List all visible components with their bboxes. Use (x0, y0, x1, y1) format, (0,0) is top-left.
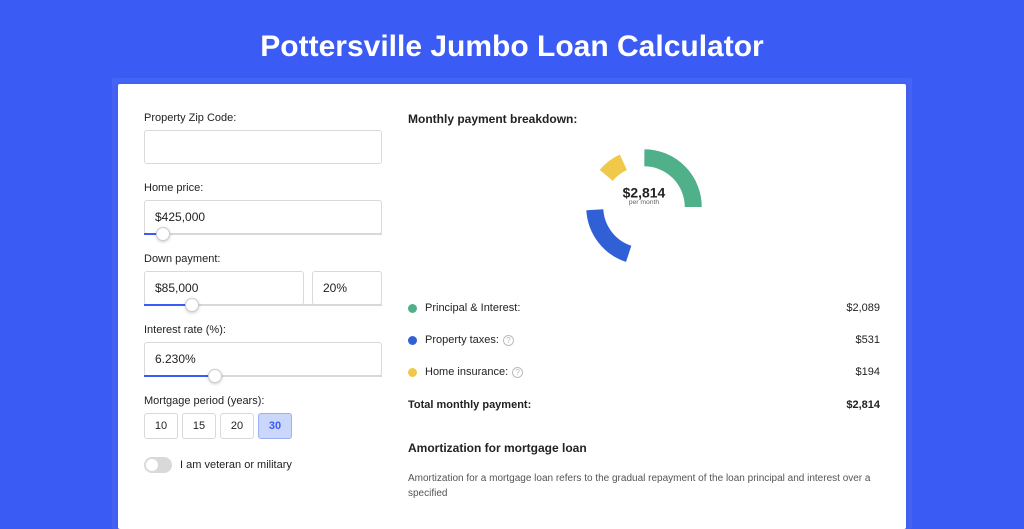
down-payment-slider[interactable] (144, 304, 382, 306)
period-label: Mortgage period (years): (144, 395, 382, 407)
legend-value-ins: $194 (856, 366, 880, 378)
donut-amount: $2,814 (604, 185, 684, 200)
home-price-input[interactable] (144, 200, 382, 234)
total-value: $2,814 (846, 399, 880, 411)
period-button-30[interactable]: 30 (258, 413, 292, 439)
veteran-toggle[interactable] (144, 457, 172, 473)
interest-label: Interest rate (%): (144, 324, 382, 336)
period-button-15[interactable]: 15 (182, 413, 216, 439)
home-price-slider-thumb[interactable] (156, 227, 170, 241)
down-payment-field: Down payment: (144, 253, 382, 306)
total-row: Total monthly payment: $2,814 (408, 388, 880, 421)
zip-field: Property Zip Code: (144, 112, 382, 164)
down-payment-amount-input[interactable] (144, 271, 304, 305)
legend-value-pi: $2,089 (846, 302, 880, 314)
zip-input[interactable] (144, 130, 382, 164)
breakdown-column: Monthly payment breakdown: $2,814 per mo… (408, 112, 880, 501)
legend-dot-pi (408, 304, 417, 313)
donut-chart: $2,814 per month (408, 142, 880, 272)
amortization-desc: Amortization for a mortgage loan refers … (408, 471, 880, 501)
amortization-title: Amortization for mortgage loan (408, 441, 880, 455)
zip-label: Property Zip Code: (144, 112, 382, 124)
interest-input[interactable] (144, 342, 382, 376)
home-price-slider[interactable] (144, 233, 382, 235)
legend-row-pi: Principal & Interest:$2,089 (408, 292, 880, 324)
down-payment-pct-input[interactable] (312, 271, 382, 305)
total-label: Total monthly payment: (408, 399, 846, 411)
down-payment-slider-thumb[interactable] (185, 298, 199, 312)
calculator-card: Property Zip Code: Home price: Down paym… (118, 84, 906, 529)
down-payment-label: Down payment: (144, 253, 382, 265)
page-title: Pottersville Jumbo Loan Calculator (0, 0, 1024, 84)
legend-value-tax: $531 (856, 334, 880, 346)
home-price-label: Home price: (144, 182, 382, 194)
breakdown-title: Monthly payment breakdown: (408, 112, 880, 126)
period-button-20[interactable]: 20 (220, 413, 254, 439)
veteran-row: I am veteran or military (144, 457, 382, 473)
inputs-column: Property Zip Code: Home price: Down paym… (144, 112, 382, 501)
legend-label-ins: Home insurance:? (425, 366, 856, 378)
donut-svg: $2,814 per month (579, 142, 709, 272)
period-field: Mortgage period (years): 10152030 (144, 395, 382, 439)
legend-row-tax: Property taxes:?$531 (408, 324, 880, 356)
legend-row-ins: Home insurance:?$194 (408, 356, 880, 388)
interest-field: Interest rate (%): (144, 324, 382, 377)
interest-slider-fill (144, 375, 215, 377)
legend-label-pi: Principal & Interest: (425, 302, 846, 314)
info-icon[interactable]: ? (503, 335, 514, 346)
interest-slider-thumb[interactable] (208, 369, 222, 383)
legend-dot-tax (408, 336, 417, 345)
donut-sub: per month (604, 201, 684, 207)
amortization-section: Amortization for mortgage loan Amortizat… (408, 441, 880, 501)
legend-label-tax: Property taxes:? (425, 334, 856, 346)
legend-dot-ins (408, 368, 417, 377)
period-button-10[interactable]: 10 (144, 413, 178, 439)
info-icon[interactable]: ? (512, 367, 523, 378)
veteran-label: I am veteran or military (180, 459, 292, 471)
interest-slider[interactable] (144, 375, 382, 377)
home-price-field: Home price: (144, 182, 382, 235)
